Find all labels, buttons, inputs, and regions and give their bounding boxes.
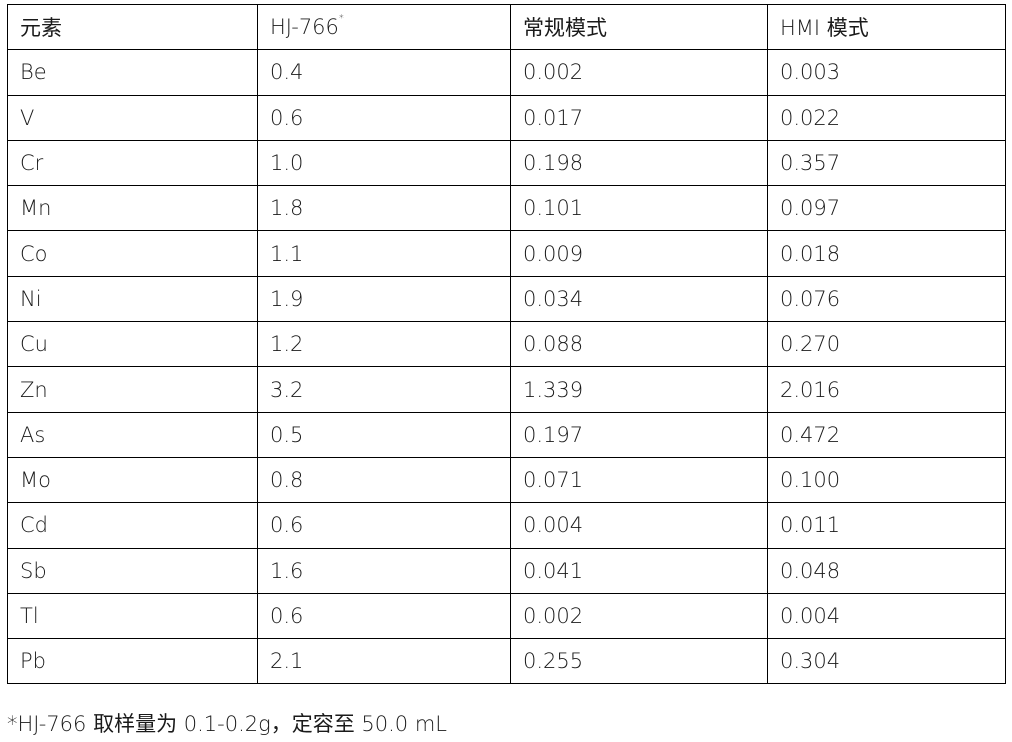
cell-element: Tl: [7, 592, 258, 640]
table-row: Mn 1.8 0.101 0.097: [7, 185, 1006, 232]
cell-normal-mode: 0.002: [510, 49, 768, 96]
cell-normal-mode: 0.101: [510, 185, 768, 232]
cell-hmi-mode: 0.048: [767, 547, 1006, 594]
cell-element: Pb: [7, 638, 258, 685]
header-hj766: HJ-766*: [257, 3, 511, 51]
cell-hmi-mode: 0.003: [767, 49, 1006, 96]
cell-hj766: 0.4: [257, 49, 511, 96]
cell-hmi-mode: 0.018: [767, 230, 1006, 277]
cell-hj766: 1.6: [257, 547, 511, 594]
cell-hmi-mode: 0.011: [767, 502, 1006, 549]
cell-normal-mode: 0.017: [510, 94, 768, 141]
cell-hmi-mode: 0.357: [767, 139, 1006, 187]
header-hmi-mode: HMI 模式: [767, 3, 1006, 51]
cell-normal-mode: 0.041: [510, 547, 768, 594]
cell-normal-mode: 0.071: [510, 456, 768, 504]
cell-hmi-mode: 0.004: [767, 592, 1006, 640]
cell-element: Mo: [7, 456, 258, 504]
table-row: Sb 1.6 0.041 0.048: [7, 547, 1006, 594]
cell-element: Cd: [7, 502, 258, 549]
cell-normal-mode: 0.004: [510, 502, 768, 549]
cell-hj766: 0.6: [257, 94, 511, 141]
cell-element: V: [7, 94, 258, 141]
cell-hj766: 1.9: [257, 275, 511, 323]
table-row: Cu 1.2 0.088 0.270: [7, 321, 1006, 368]
cell-hj766: 0.6: [257, 592, 511, 640]
cell-element: Ni: [7, 275, 258, 323]
cell-hj766: 1.0: [257, 139, 511, 187]
cell-hj766: 1.2: [257, 321, 511, 368]
cell-hj766: 3.2: [257, 366, 511, 413]
cell-normal-mode: 0.255: [510, 638, 768, 685]
cell-hj766: 0.5: [257, 411, 511, 458]
footnote: *HJ-766 取样量为 0.1-0.2g，定容至 50.0 mL: [7, 712, 447, 736]
table-row: As 0.5 0.197 0.472: [7, 411, 1006, 458]
table-row: V 0.6 0.017 0.022: [7, 94, 1006, 141]
table-row: Co 1.1 0.009 0.018: [7, 230, 1006, 277]
footnote-marker: *: [338, 13, 344, 25]
cell-hj766: 0.6: [257, 502, 511, 549]
cell-normal-mode: 0.009: [510, 230, 768, 277]
cell-normal-mode: 0.034: [510, 275, 768, 323]
cell-element: Co: [7, 230, 258, 277]
cell-normal-mode: 0.198: [510, 139, 768, 187]
cell-normal-mode: 0.088: [510, 321, 768, 368]
cell-hj766: 1.1: [257, 230, 511, 277]
cell-element: Cr: [7, 139, 258, 187]
cell-hj766: 1.8: [257, 185, 511, 232]
table-row: Be 0.4 0.002 0.003: [7, 49, 1006, 96]
cell-hmi-mode: 2.016: [767, 366, 1006, 413]
header-row: 元素 HJ-766* 常规模式 HMI 模式: [7, 3, 1006, 51]
data-table: 元素 HJ-766* 常规模式 HMI 模式 Be 0.4 0.002 0.003 V 0…: [7, 3, 1006, 685]
cell-hmi-mode: 0.100: [767, 456, 1006, 504]
cell-normal-mode: 1.339: [510, 366, 768, 413]
table-row: Cr 1.0 0.198 0.357: [7, 139, 1006, 187]
cell-hmi-mode: 0.022: [767, 94, 1006, 141]
table-row: Tl 0.6 0.002 0.004: [7, 592, 1006, 640]
cell-hmi-mode: 0.097: [767, 185, 1006, 232]
header-hj766-label: HJ-766: [270, 15, 339, 40]
table-row: Cd 0.6 0.004 0.011: [7, 502, 1006, 549]
cell-hj766: 0.8: [257, 456, 511, 504]
table-row: Ni 1.9 0.034 0.076: [7, 275, 1006, 323]
cell-hmi-mode: 0.304: [767, 638, 1006, 685]
cell-element: As: [7, 411, 258, 458]
cell-element: Cu: [7, 321, 258, 368]
cell-hmi-mode: 0.472: [767, 411, 1006, 458]
header-element: 元素: [7, 3, 258, 51]
cell-element: Be: [7, 49, 258, 96]
cell-hmi-mode: 0.270: [767, 321, 1006, 368]
cell-element: Mn: [7, 185, 258, 232]
cell-hj766: 2.1: [257, 638, 511, 685]
header-normal-mode: 常规模式: [510, 3, 768, 51]
table-row: Mo 0.8 0.071 0.100: [7, 456, 1006, 504]
cell-hmi-mode: 0.076: [767, 275, 1006, 323]
table-row: Zn 3.2 1.339 2.016: [7, 366, 1006, 413]
cell-element: Zn: [7, 366, 258, 413]
table-row: Pb 2.1 0.255 0.304: [7, 638, 1006, 685]
cell-normal-mode: 0.002: [510, 592, 768, 640]
cell-element: Sb: [7, 547, 258, 594]
cell-normal-mode: 0.197: [510, 411, 768, 458]
